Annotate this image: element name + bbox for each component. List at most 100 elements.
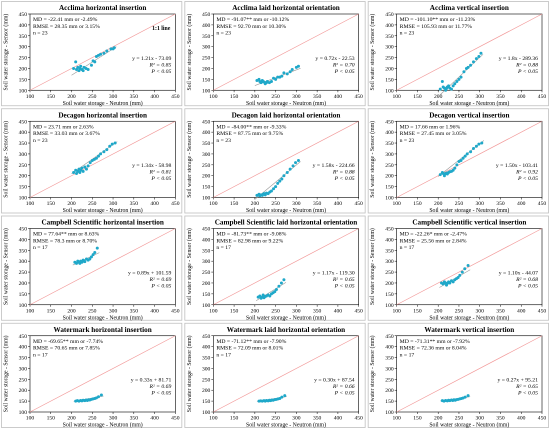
chart-panel: Campbell Scientific horizontal insertion… xyxy=(1,215,183,321)
x-tick-label: 350 xyxy=(313,416,322,422)
data-point xyxy=(99,152,103,156)
plot-frame xyxy=(396,120,543,198)
data-point xyxy=(274,288,278,291)
data-point xyxy=(288,167,292,171)
y-axis-label: Soil water storage - Sensor (mm) xyxy=(369,14,376,91)
x-tick-label: 150 xyxy=(413,308,422,314)
data-point xyxy=(477,54,481,58)
y-axis-label: Soil water storage - Sensor (mm) xyxy=(369,335,376,412)
one-to-one-line xyxy=(396,13,543,91)
panel-border xyxy=(184,1,366,107)
data-point xyxy=(81,169,85,173)
y-tick-label: 450 xyxy=(385,12,394,18)
y-tick-label: 300 xyxy=(202,366,211,372)
stats-text: RMSE = 70.65 mm or 7.85% xyxy=(33,346,100,352)
y-tick-label: 200 xyxy=(385,281,394,287)
y-tick-label: 300 xyxy=(202,152,211,158)
x-tick-label: 350 xyxy=(313,94,322,100)
y-tick-label: 100 xyxy=(202,88,211,94)
chart-panel: Decagon laid horizontal orientation 100 15… xyxy=(184,108,366,214)
x-tick-label: 450 xyxy=(354,308,363,314)
x-tick-label: 100 xyxy=(26,416,35,422)
y-tick-label: 400 xyxy=(19,345,28,351)
stats-text: RMSE = 82.98 mm or 9.22% xyxy=(216,238,283,244)
x-tick-label: 350 xyxy=(130,416,139,422)
plot-frame xyxy=(29,335,176,413)
y-tick-label: 350 xyxy=(202,34,211,40)
data-point xyxy=(75,172,79,176)
x-tick-label: 400 xyxy=(150,308,159,314)
y-tick-label: 400 xyxy=(385,130,394,136)
data-point xyxy=(448,281,452,285)
chart-panel: Acclima laid horizontal orientation 100 15… xyxy=(184,1,366,107)
x-tick-label: 250 xyxy=(88,94,97,100)
x-tick-label: 100 xyxy=(392,94,401,100)
x-tick-label: 100 xyxy=(26,201,35,207)
data-point xyxy=(86,68,90,72)
data-point xyxy=(455,80,459,84)
data-point xyxy=(440,80,444,84)
x-axis-label: Soil water storage - Neutron (mm) xyxy=(246,422,326,429)
equation-text: y = 1.17x - 119.30 xyxy=(313,270,355,276)
y-tick-label: 200 xyxy=(202,66,211,72)
data-point xyxy=(288,70,292,74)
data-point xyxy=(455,163,459,167)
data-point xyxy=(456,276,460,280)
stats-text: MD = -71.12** mm or -7.90% xyxy=(216,339,286,345)
x-tick-label: 350 xyxy=(496,308,505,314)
equation-text: R² = 0.70 xyxy=(332,62,355,68)
x-axis-label: Soil water storage - Neutron (mm) xyxy=(429,207,509,214)
data-point xyxy=(447,84,451,88)
y-tick-label: 450 xyxy=(202,119,211,125)
y-axis-label: Soil water storage - Sensor (mm) xyxy=(3,228,10,305)
y-tick-label: 200 xyxy=(385,66,394,72)
data-point xyxy=(461,156,465,160)
stats-text: n = 17 xyxy=(33,245,48,251)
chart-title: Campbell Scientific vertical insertion xyxy=(412,219,526,227)
y-tick-label: 450 xyxy=(19,119,28,125)
x-tick-label: 150 xyxy=(413,94,422,100)
y-tick-label: 150 xyxy=(385,292,394,298)
data-point xyxy=(477,142,481,146)
y-tick-label: 250 xyxy=(19,270,28,276)
plot-frame xyxy=(213,120,359,198)
x-tick-label: 300 xyxy=(109,416,118,422)
x-tick-label: 150 xyxy=(413,416,422,422)
data-point xyxy=(294,161,298,165)
x-tick-label: 400 xyxy=(150,94,159,100)
data-point xyxy=(280,395,284,399)
y-axis-label: Soil water storage - Sensor (mm) xyxy=(186,121,193,198)
x-tick-label: 350 xyxy=(496,201,505,207)
y-tick-label: 350 xyxy=(385,356,394,362)
panel-border xyxy=(367,322,549,428)
one-to-one-line xyxy=(213,120,359,198)
data-point xyxy=(91,253,95,257)
y-tick-label: 250 xyxy=(202,377,211,383)
data-point xyxy=(451,280,455,284)
y-axis-label: Soil water storage - Sensor (mm) xyxy=(186,335,193,412)
stats-text: n = 17 xyxy=(216,352,231,358)
y-tick-label: 200 xyxy=(385,388,394,394)
x-tick-label: 150 xyxy=(230,308,239,314)
x-tick-label: 300 xyxy=(109,94,118,100)
data-point xyxy=(94,156,98,160)
y-tick-label: 400 xyxy=(19,130,28,136)
data-point xyxy=(449,87,453,91)
y-tick-label: 300 xyxy=(385,259,394,265)
data-point xyxy=(75,261,79,265)
x-axis-label: Soil water storage - Neutron (mm) xyxy=(63,422,143,429)
equation-text: P < 0.05 xyxy=(517,283,538,289)
data-point xyxy=(97,154,101,158)
x-tick-label: 250 xyxy=(455,416,464,422)
x-tick-label: 100 xyxy=(209,201,218,207)
one-to-one-line xyxy=(29,120,176,198)
x-tick-label: 250 xyxy=(88,308,97,314)
chart-panel: Decagon vertical insertion 100 150 200 250 30… xyxy=(367,108,549,214)
equation-text: y = 0.89x + 101.59 xyxy=(128,270,172,276)
x-tick-label: 200 xyxy=(434,416,443,422)
data-point xyxy=(268,294,272,298)
stats-text: RMSE = 72.36 mm or 8.04% xyxy=(400,346,467,352)
y-tick-label: 350 xyxy=(202,356,211,362)
x-tick-label: 250 xyxy=(271,308,280,314)
y-tick-label: 450 xyxy=(19,12,28,18)
